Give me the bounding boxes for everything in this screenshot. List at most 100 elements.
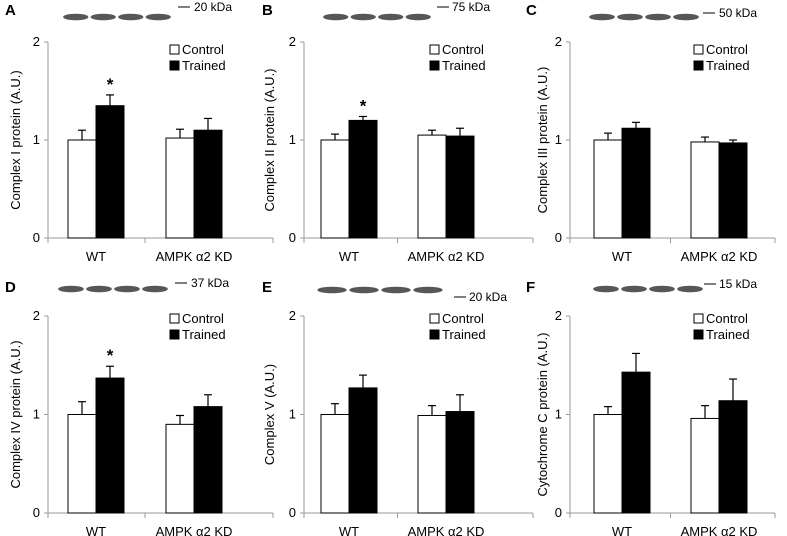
- legend-swatch: [429, 60, 440, 71]
- blot-band: [617, 13, 643, 21]
- panel-a: A 20 kDa 0 1 2 Complex I protein (A.U.) WT AMPK…: [5, 0, 274, 264]
- blot-band: [593, 285, 619, 293]
- y-tick-label: 2: [289, 308, 296, 323]
- bar-control-kd: [165, 137, 195, 239]
- blot-band: [381, 286, 411, 294]
- y-axis-label: Cytochrome C protein (A.U.): [535, 333, 550, 497]
- y-axis-label: Complex V (A.U.): [262, 364, 277, 465]
- legend-label: Trained: [442, 58, 486, 73]
- category-label: WT: [86, 524, 106, 536]
- legend-label: Trained: [442, 327, 486, 342]
- blot-band: [621, 285, 647, 293]
- blot-band: [118, 13, 144, 21]
- blot-band: [145, 13, 171, 21]
- blot-band: [350, 13, 376, 21]
- panel-b: B 75 kDa 0 1 2 Complex II protein (A.U.) WT AMP…: [262, 0, 534, 264]
- y-tick-label: 2: [33, 34, 40, 49]
- blot-band: [58, 285, 84, 293]
- bar-control-kd: [417, 134, 447, 239]
- blot-kda-label: 75 kDa: [452, 0, 490, 14]
- panel-e: E 20 kDa 0 1 2 Complex V (A.U.) WT AMPK α2 KD Co…: [262, 279, 534, 536]
- bar-trained-wt: [348, 119, 378, 239]
- legend-label: Trained: [182, 58, 226, 73]
- category-label: WT: [612, 249, 632, 264]
- legend-label: Trained: [706, 327, 750, 342]
- y-tick-label: 2: [555, 308, 562, 323]
- bar-trained-wt: [348, 387, 378, 514]
- blot-band: [645, 13, 671, 21]
- y-axis-label: Complex IV protein (A.U.): [8, 340, 23, 488]
- category-label: AMPK α2 KD: [408, 524, 485, 536]
- bar-control-wt: [593, 139, 623, 239]
- bar-control-kd: [690, 141, 720, 239]
- legend-label: Control: [706, 311, 748, 326]
- legend-label: Control: [706, 42, 748, 57]
- panel-letter: D: [5, 279, 16, 296]
- y-axis-label: Complex II protein (A.U.): [262, 68, 277, 211]
- bar-control-wt: [67, 139, 97, 239]
- legend-label: Control: [182, 311, 224, 326]
- bar-trained-kd: [445, 135, 475, 239]
- y-tick-label: 0: [555, 230, 562, 245]
- y-tick-label: 0: [289, 230, 296, 245]
- y-tick-label: 1: [289, 132, 296, 147]
- category-label: AMPK α2 KD: [156, 249, 233, 264]
- blot-band: [405, 13, 431, 21]
- blot-band: [142, 285, 168, 293]
- blot-band: [317, 286, 347, 294]
- blot-kda-label: 15 kDa: [719, 277, 757, 291]
- y-tick-label: 1: [33, 407, 40, 422]
- legend-label: Trained: [706, 58, 750, 73]
- category-label: AMPK α2 KD: [408, 249, 485, 264]
- blot-band: [349, 286, 379, 294]
- bar-control-kd: [417, 414, 447, 514]
- panel-letter: A: [5, 2, 16, 19]
- category-label: WT: [86, 249, 106, 264]
- bar-control-wt: [67, 414, 97, 514]
- blot-kda-label: 20 kDa: [469, 290, 507, 304]
- blot-band: [649, 285, 675, 293]
- legend-swatch: [693, 60, 704, 71]
- legend-swatch: [169, 329, 180, 340]
- panel-d: D 37 kDa 0 1 2 Complex IV protein (A.U.) WT AMP…: [5, 276, 274, 536]
- y-tick-label: 1: [289, 407, 296, 422]
- y-tick-label: 0: [33, 505, 40, 520]
- legend-swatch: [169, 60, 180, 71]
- panel-letter: B: [262, 2, 273, 19]
- category-label: WT: [339, 249, 359, 264]
- blot-band: [413, 286, 443, 294]
- y-tick-label: 1: [555, 132, 562, 147]
- bar-control-wt: [593, 414, 623, 514]
- significance-star: *: [107, 346, 114, 365]
- bar-trained-kd: [193, 129, 223, 239]
- bar-trained-wt: [621, 127, 651, 239]
- y-tick-label: 1: [33, 132, 40, 147]
- legend-swatch: [169, 44, 180, 55]
- panel-letter: F: [526, 279, 535, 296]
- panel-c: C 50 kDa 0 1 2 Complex III protein (A.U.) WT AM…: [526, 2, 776, 264]
- y-tick-label: 0: [289, 505, 296, 520]
- y-tick-label: 0: [33, 230, 40, 245]
- category-label: AMPK α2 KD: [681, 249, 758, 264]
- legend-swatch: [429, 44, 440, 55]
- blot-band: [677, 285, 703, 293]
- bar-control-kd: [690, 417, 720, 514]
- category-label: AMPK α2 KD: [681, 524, 758, 536]
- panel-letter: E: [262, 279, 272, 296]
- blot-band: [114, 285, 140, 293]
- bar-trained-kd: [193, 406, 223, 514]
- bar-control-kd: [165, 423, 195, 514]
- bar-control-wt: [320, 139, 350, 239]
- y-tick-label: 0: [555, 505, 562, 520]
- legend-swatch: [693, 44, 704, 55]
- panel-letter: C: [526, 2, 537, 19]
- bar-trained-kd: [718, 142, 748, 239]
- bar-trained-kd: [445, 411, 475, 514]
- legend-swatch: [429, 313, 440, 324]
- legend-swatch: [429, 329, 440, 340]
- category-label: AMPK α2 KD: [156, 524, 233, 536]
- panel-f: F 15 kDa 0 1 2 Cytochrome C protein (A.U.) WT A…: [526, 277, 776, 536]
- legend-label: Trained: [182, 327, 226, 342]
- blot-band: [90, 13, 116, 21]
